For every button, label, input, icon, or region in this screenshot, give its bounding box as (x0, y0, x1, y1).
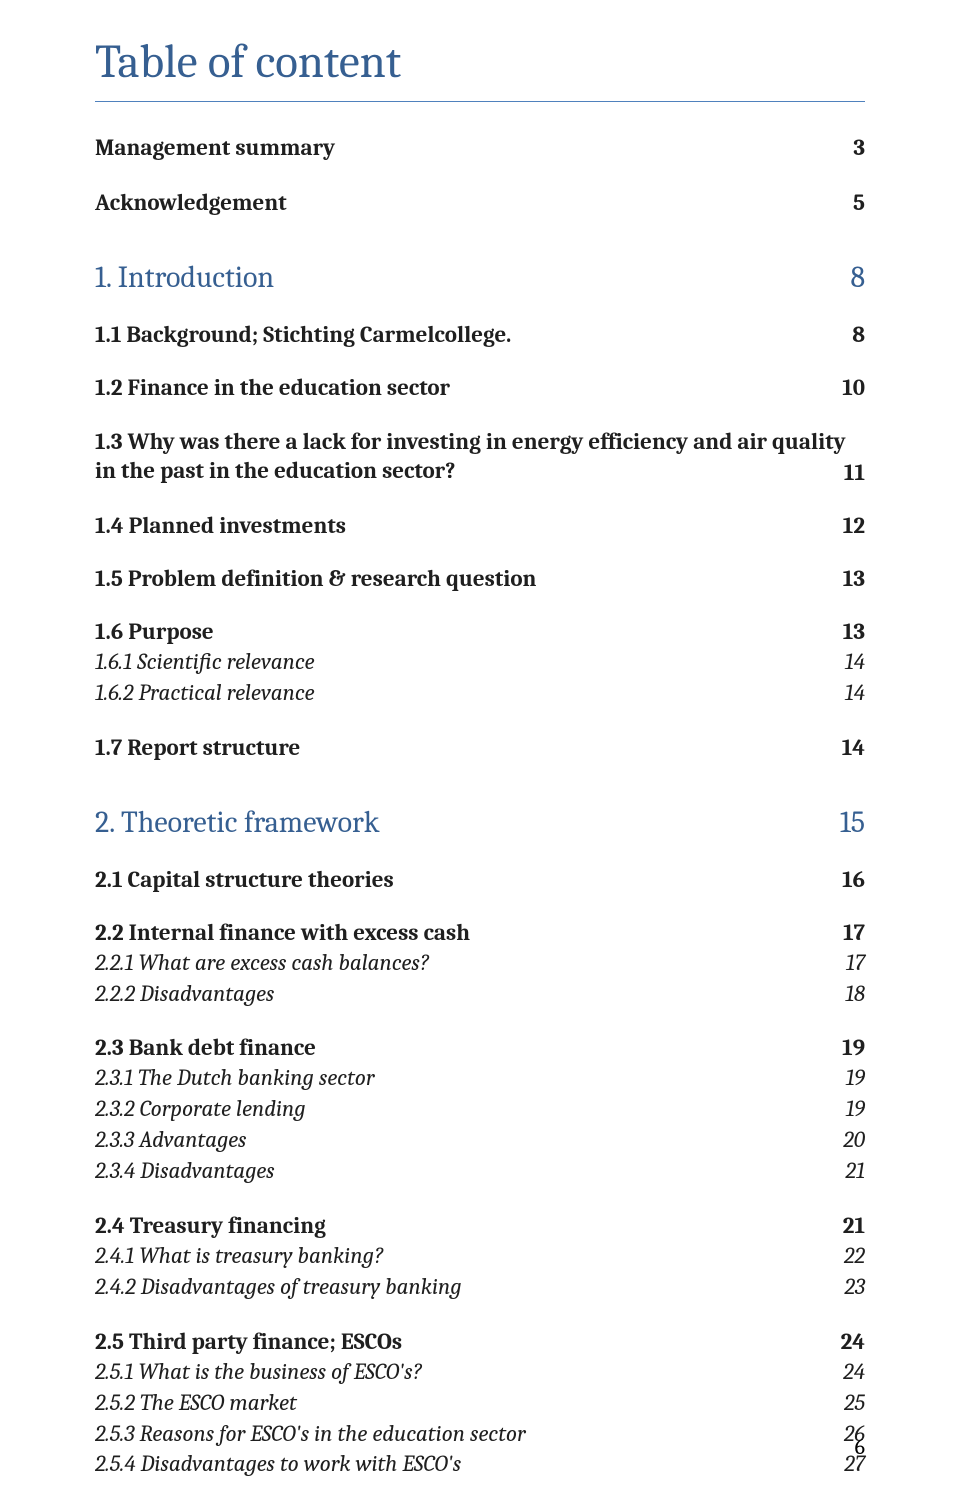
toc-entry: 1.1 Background; Stichting Carmelcollege.… (95, 321, 865, 348)
toc-entry-label: 1.7 Report structure (95, 734, 815, 761)
toc-entry: 1.5 Problem definition & research questi… (95, 565, 865, 592)
toc-entry-page: 20 (815, 1125, 865, 1155)
toc-entry-label: 1.6 Purpose (95, 618, 815, 645)
toc-entry-page: 5 (815, 189, 865, 216)
toc-entry: 2.5.4 Disadvantages to work with ESCO's2… (95, 1449, 865, 1479)
toc-entry-label: 2.3.4 Disadvantages (95, 1156, 815, 1186)
toc-entry-page: 12 (815, 512, 865, 539)
toc-entry-label: 1.2 Finance in the education sector (95, 374, 815, 401)
toc-entry-label: 2.2 Internal finance with excess cash (95, 919, 815, 946)
toc-entry-label: 2.3.3 Advantages (95, 1125, 815, 1155)
toc-entry: 2. Theoretic framework15 (95, 805, 865, 840)
page-title: Table of content (95, 35, 865, 89)
toc-entry-page: 10 (815, 374, 865, 401)
toc-entry: 1.6 Purpose13 (95, 618, 865, 645)
toc-entry-label: 2.4.1 What is treasury banking? (95, 1241, 815, 1271)
toc-entry-label: 1.6.1 Scientific relevance (95, 647, 815, 677)
toc-entry-label: 2.5.1 What is the business of ESCO's? (95, 1357, 815, 1387)
toc-entry-label: 1. Introduction (95, 260, 815, 295)
toc-entry: 1.3 Why was there a lack for investing i… (95, 427, 865, 486)
toc-entry-page: 17 (815, 919, 865, 946)
toc-entry-page: 14 (815, 678, 865, 708)
toc-entry: 1. Introduction8 (95, 260, 865, 295)
toc-entry-label: 2.5 Third party finance; ESCOs (95, 1328, 815, 1355)
toc-entry: 2.3.4 Disadvantages21 (95, 1156, 865, 1186)
toc-entry: 2.1 Capital structure theories16 (95, 866, 865, 893)
toc-entry-label: Management summary (95, 134, 815, 161)
toc-entry: 2.5.3 Reasons for ESCO's in the educatio… (95, 1419, 865, 1449)
toc-entry-page: 8 (815, 321, 865, 348)
toc-entry: 2.5 Third party finance; ESCOs24 (95, 1328, 865, 1355)
toc-entry: 2.3 Bank debt finance19 (95, 1034, 865, 1061)
toc-entry-label: 2. Theoretic framework (95, 805, 815, 840)
toc-entry-label: 2.3.2 Corporate lending (95, 1094, 815, 1124)
toc-entry-label: 2.2.1 What are excess cash balances? (95, 948, 815, 978)
toc-entry: 1.4 Planned investments12 (95, 512, 865, 539)
toc-entry-page: 17 (815, 948, 865, 978)
toc-entry-page: 11 (815, 459, 865, 486)
toc-container: Management summary3 Acknowledgement5 1. In… (95, 134, 865, 1479)
toc-entry-page: 14 (815, 647, 865, 677)
toc-entry: 2.3.1 The Dutch banking sector19 (95, 1063, 865, 1093)
toc-entry-page: 8 (815, 260, 865, 295)
toc-entry: 2.2.2 Disadvantages18 (95, 979, 865, 1009)
title-underline (95, 101, 865, 102)
toc-entry-page: 21 (815, 1212, 865, 1239)
toc-entry: Management summary3 (95, 134, 865, 161)
toc-entry: 1.2 Finance in the education sector10 (95, 374, 865, 401)
toc-entry-label: 2.3 Bank debt finance (95, 1034, 815, 1061)
toc-entry-page: 13 (815, 565, 865, 592)
toc-entry-page: 15 (815, 805, 865, 840)
toc-entry-page: 23 (815, 1272, 865, 1302)
toc-entry: 2.4 Treasury financing21 (95, 1212, 865, 1239)
toc-entry: 2.5.2 The ESCO market25 (95, 1388, 865, 1418)
toc-entry-page: 24 (815, 1328, 865, 1355)
toc-entry-label: 2.5.3 Reasons for ESCO's in the educatio… (95, 1419, 815, 1449)
toc-entry-label: Acknowledgement (95, 189, 815, 216)
toc-entry-label: 1.3 Why was there a lack for investing i… (95, 428, 846, 484)
toc-entry: 2.4.1 What is treasury banking?22 (95, 1241, 865, 1271)
toc-entry: 2.3.2 Corporate lending19 (95, 1094, 865, 1124)
toc-entry-page: 19 (815, 1094, 865, 1124)
toc-entry-page: 16 (815, 866, 865, 893)
toc-entry-label: 1.4 Planned investments (95, 512, 815, 539)
toc-entry: Acknowledgement5 (95, 189, 865, 216)
toc-entry: 1.6.2 Practical relevance14 (95, 678, 865, 708)
toc-entry: 2.2 Internal finance with excess cash17 (95, 919, 865, 946)
toc-entry-page: 18 (815, 979, 865, 1009)
toc-entry-page: 14 (815, 734, 865, 761)
toc-entry: 1.7 Report structure14 (95, 734, 865, 761)
toc-entry-label: 2.4 Treasury financing (95, 1212, 815, 1239)
toc-entry-page: 22 (815, 1241, 865, 1271)
toc-entry-page: 19 (815, 1034, 865, 1061)
toc-entry-label: 2.3.1 The Dutch banking sector (95, 1063, 815, 1093)
toc-entry: 1.6.1 Scientific relevance14 (95, 647, 865, 677)
toc-entry-label: 2.4.2 Disadvantages of treasury banking (95, 1272, 815, 1302)
toc-entry-page: 24 (815, 1357, 865, 1387)
toc-entry-label: 2.2.2 Disadvantages (95, 979, 815, 1009)
toc-entry-label: 2.5.4 Disadvantages to work with ESCO's (95, 1449, 815, 1479)
toc-entry: 2.4.2 Disadvantages of treasury banking2… (95, 1272, 865, 1302)
toc-entry-page: 3 (815, 134, 865, 161)
page-number: 6 (855, 1434, 865, 1460)
toc-entry-label: 1.5 Problem definition & research questi… (95, 565, 815, 592)
toc-entry: 2.2.1 What are excess cash balances?17 (95, 948, 865, 978)
toc-entry: 2.5.1 What is the business of ESCO's?24 (95, 1357, 865, 1387)
toc-entry-page: 13 (815, 618, 865, 645)
toc-entry-label: 1.1 Background; Stichting Carmelcollege. (95, 321, 815, 348)
toc-entry-page: 19 (815, 1063, 865, 1093)
toc-entry-label: 2.5.2 The ESCO market (95, 1388, 815, 1418)
toc-entry-label: 2.1 Capital structure theories (95, 866, 815, 893)
toc-entry-page: 21 (815, 1156, 865, 1186)
toc-entry-label: 1.6.2 Practical relevance (95, 678, 815, 708)
toc-entry: 2.3.3 Advantages20 (95, 1125, 865, 1155)
toc-entry-page: 25 (815, 1388, 865, 1418)
